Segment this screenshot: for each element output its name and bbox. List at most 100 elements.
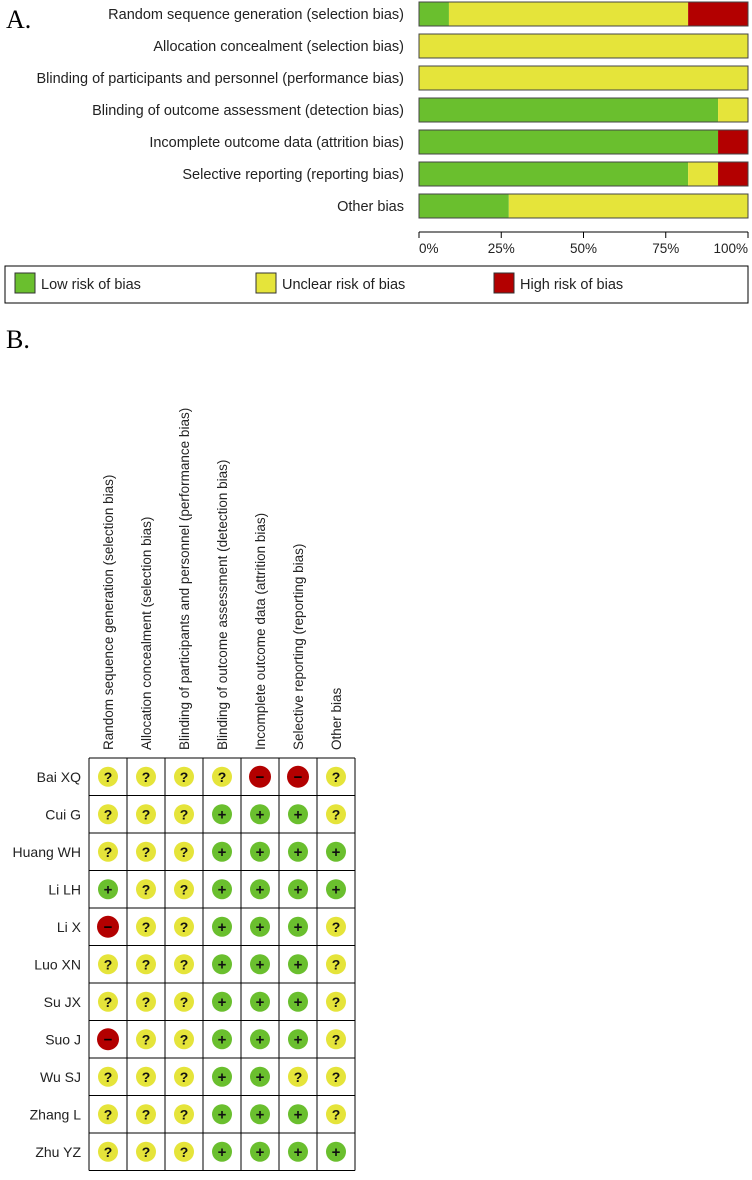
unclear-risk-symbol: ? xyxy=(180,881,189,897)
unclear-risk-dot xyxy=(136,954,156,975)
bar-segment-low xyxy=(419,2,449,26)
unclear-risk-symbol: ? xyxy=(104,769,113,785)
unclear-risk-dot xyxy=(98,1104,118,1125)
high-risk-symbol: − xyxy=(104,1031,113,1048)
study-label: Su JX xyxy=(44,994,82,1010)
unclear-risk-symbol: ? xyxy=(142,806,151,822)
low-risk-symbol: + xyxy=(256,956,265,973)
unclear-risk-dot xyxy=(174,991,194,1012)
low-risk-dot xyxy=(212,841,232,862)
study-label: Bai XQ xyxy=(37,769,81,785)
category-label: Incomplete outcome data (attrition bias) xyxy=(149,135,404,151)
unclear-risk-dot xyxy=(326,954,346,975)
unclear-risk-symbol: ? xyxy=(180,1106,189,1122)
study-label: Li LH xyxy=(48,881,81,897)
legend-label: High risk of bias xyxy=(520,277,623,293)
unclear-risk-symbol: ? xyxy=(180,769,189,785)
study-label: Luo XN xyxy=(34,956,81,972)
unclear-risk-symbol: ? xyxy=(332,769,341,785)
bar-segment-unclear xyxy=(419,34,748,58)
unclear-risk-symbol: ? xyxy=(142,1031,151,1047)
low-risk-symbol: + xyxy=(294,806,303,823)
low-risk-symbol: + xyxy=(256,1031,265,1048)
low-risk-symbol: + xyxy=(256,1144,265,1161)
low-risk-dot xyxy=(250,1029,270,1050)
low-risk-dot xyxy=(250,1141,270,1162)
low-risk-symbol: + xyxy=(256,1069,265,1086)
low-risk-dot xyxy=(250,841,270,862)
category-label: Blinding of outcome assessment (detectio… xyxy=(92,103,404,119)
unclear-risk-dot xyxy=(174,841,194,862)
category-label: Random sequence generation (selection bi… xyxy=(108,7,404,23)
bar-outline xyxy=(418,161,749,187)
bar-segment-unclear xyxy=(508,194,748,218)
panel-a-label: A. xyxy=(6,5,31,34)
high-risk-dot xyxy=(97,915,119,938)
high-risk-symbol: − xyxy=(294,769,303,786)
low-risk-dot xyxy=(250,1066,270,1087)
low-risk-symbol: + xyxy=(218,844,227,861)
unclear-risk-dot xyxy=(288,1066,308,1087)
risk-of-bias-legend: Low risk of bias Unclear risk of bias High… xyxy=(4,265,749,304)
x-tick-label: 25% xyxy=(488,241,515,256)
unclear-risk-dot xyxy=(98,804,118,825)
low-risk-symbol: + xyxy=(294,881,303,898)
unclear-risk-dot xyxy=(174,1141,194,1162)
unclear-risk-dot xyxy=(174,804,194,825)
unclear-risk-symbol: ? xyxy=(180,1069,189,1085)
low-risk-symbol: + xyxy=(218,1031,227,1048)
unclear-risk-dot xyxy=(174,1029,194,1050)
unclear-risk-dot xyxy=(326,1104,346,1125)
low-risk-symbol: + xyxy=(256,881,265,898)
low-risk-dot xyxy=(288,1029,308,1050)
bar-segment-low xyxy=(419,130,719,154)
low-risk-dot xyxy=(212,916,232,937)
unclear-risk-dot xyxy=(136,1029,156,1050)
unclear-risk-dot xyxy=(136,804,156,825)
low-risk-symbol: + xyxy=(256,1106,265,1123)
unclear-risk-dot xyxy=(174,766,194,787)
unclear-risk-symbol: ? xyxy=(142,844,151,860)
unclear-risk-symbol: ? xyxy=(294,1069,303,1085)
bar-outline xyxy=(418,193,749,219)
low-risk-dot xyxy=(326,841,346,862)
low-risk-symbol: + xyxy=(218,956,227,973)
column-header: Allocation concealment (selection bias) xyxy=(139,517,154,750)
bar-outline xyxy=(418,65,749,91)
unclear-risk-symbol: ? xyxy=(142,1106,151,1122)
low-risk-symbol: + xyxy=(218,881,227,898)
low-risk-symbol: + xyxy=(294,1031,303,1048)
bar-outline xyxy=(418,97,749,123)
study-label: Cui G xyxy=(45,806,81,822)
low-risk-symbol: + xyxy=(294,919,303,936)
low-risk-dot xyxy=(326,879,346,900)
low-risk-dot xyxy=(212,879,232,900)
column-header: Other bias xyxy=(329,687,344,750)
unclear-risk-symbol: ? xyxy=(104,1106,113,1122)
column-header: Selective reporting (reporting bias) xyxy=(291,544,306,750)
unclear-risk-symbol: ? xyxy=(104,994,113,1010)
low-risk-dot xyxy=(212,991,232,1012)
unclear-risk-symbol: ? xyxy=(180,1031,189,1047)
legend-label: Unclear risk of bias xyxy=(282,277,405,293)
category-label: Blinding of participants and personnel (… xyxy=(36,71,404,87)
legend-swatch-unclear xyxy=(255,272,277,294)
low-risk-symbol: + xyxy=(332,844,341,861)
unclear-risk-symbol: ? xyxy=(332,1106,341,1122)
bar-segment-low xyxy=(419,194,509,218)
bar-segment-high xyxy=(718,162,748,186)
unclear-risk-dot xyxy=(174,1104,194,1125)
unclear-risk-symbol: ? xyxy=(218,769,227,785)
low-risk-symbol: + xyxy=(294,844,303,861)
low-risk-symbol: + xyxy=(218,1144,227,1161)
bar-outline xyxy=(418,129,749,155)
unclear-risk-dot xyxy=(136,1141,156,1162)
unclear-risk-dot xyxy=(98,841,118,862)
unclear-risk-symbol: ? xyxy=(332,1069,341,1085)
low-risk-dot xyxy=(250,879,270,900)
low-risk-symbol: + xyxy=(218,994,227,1011)
risk-of-bias-summary-chart: Random sequence generation (selection bi… xyxy=(36,1,749,256)
high-risk-symbol: − xyxy=(104,919,113,936)
unclear-risk-symbol: ? xyxy=(104,1069,113,1085)
